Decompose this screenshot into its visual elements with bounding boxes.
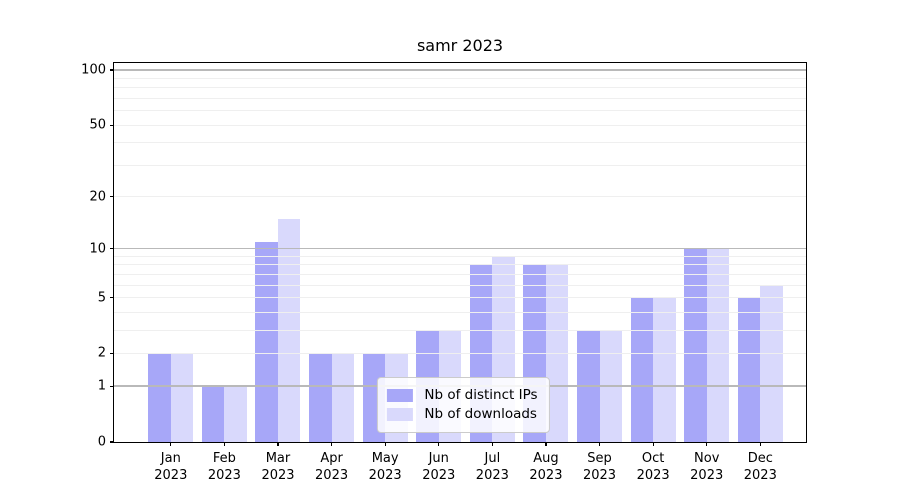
legend-entry-distinct-ips: Nb of distinct IPs bbox=[387, 387, 538, 403]
y-gridline bbox=[114, 97, 806, 99]
bar-distinct-ips bbox=[255, 241, 278, 442]
legend: Nb of distinct IPs Nb of downloads bbox=[377, 377, 550, 433]
x-tick-label: Nov 2023 bbox=[690, 451, 724, 483]
bar-downloads bbox=[224, 386, 247, 442]
y-tick-mark bbox=[110, 385, 114, 387]
x-tick-mark bbox=[759, 442, 761, 446]
x-tick-mark bbox=[384, 442, 386, 446]
y-gridline bbox=[114, 124, 806, 126]
legend-entry-downloads: Nb of downloads bbox=[387, 406, 537, 422]
x-tick-mark bbox=[277, 442, 279, 446]
bar-distinct-ips bbox=[201, 386, 225, 442]
bar-downloads bbox=[331, 353, 355, 442]
y-gridline bbox=[114, 196, 806, 198]
y-gridline bbox=[114, 352, 806, 354]
y-gridline bbox=[114, 273, 806, 275]
y-gridline bbox=[114, 110, 806, 112]
y-gridline bbox=[114, 142, 806, 144]
bar-distinct-ips bbox=[684, 248, 707, 442]
bar-distinct-ips bbox=[309, 353, 332, 442]
legend-swatch-downloads bbox=[387, 407, 414, 421]
x-tick-label: Feb 2023 bbox=[207, 451, 241, 483]
y-tick-mark bbox=[110, 297, 114, 299]
y-gridline bbox=[114, 329, 806, 331]
x-tick-label: Apr 2023 bbox=[315, 451, 349, 483]
legend-label-downloads: Nb of downloads bbox=[424, 406, 537, 422]
bar-downloads bbox=[760, 285, 783, 442]
bar-downloads bbox=[170, 353, 194, 442]
y-gridline bbox=[114, 284, 806, 286]
y-tick-label: 20 bbox=[89, 189, 106, 205]
y-gridline bbox=[114, 311, 806, 313]
y-tick-label: 10 bbox=[89, 241, 106, 257]
x-tick-mark bbox=[330, 442, 333, 446]
bar-downloads bbox=[706, 248, 730, 442]
x-tick-label: Jul 2023 bbox=[475, 451, 509, 483]
y-tick-label: 50 bbox=[89, 117, 106, 133]
legend-swatch-distinct-ips bbox=[387, 388, 414, 402]
x-tick-mark bbox=[706, 442, 708, 446]
y-tick-label: 1 bbox=[97, 378, 106, 394]
y-gridline bbox=[114, 264, 806, 266]
x-tick-label: Oct 2023 bbox=[636, 451, 670, 483]
y-gridline bbox=[114, 69, 806, 71]
x-tick-mark bbox=[545, 442, 547, 446]
y-tick-mark bbox=[110, 441, 114, 443]
y-tick-label: 0 bbox=[97, 434, 106, 450]
x-tick-mark bbox=[652, 442, 654, 446]
y-gridline bbox=[114, 87, 806, 89]
x-tick-label: Dec 2023 bbox=[743, 451, 777, 483]
x-tick-label: Sep 2023 bbox=[582, 451, 617, 483]
x-tick-label: Aug 2023 bbox=[529, 451, 563, 483]
y-tick-mark bbox=[110, 196, 114, 198]
x-tick-mark bbox=[598, 442, 601, 446]
bar-distinct-ips bbox=[737, 297, 761, 442]
x-tick-mark bbox=[491, 442, 493, 446]
x-tick-mark bbox=[223, 442, 225, 446]
y-tick-mark bbox=[110, 69, 114, 71]
y-gridline bbox=[114, 297, 806, 299]
x-tick-label: Mar 2023 bbox=[261, 451, 295, 483]
bar-distinct-ips bbox=[630, 297, 654, 442]
y-gridline bbox=[114, 248, 806, 250]
y-tick-mark bbox=[110, 248, 114, 250]
y-tick-mark bbox=[110, 124, 114, 126]
bar-distinct-ips bbox=[148, 353, 171, 442]
y-gridline bbox=[114, 77, 806, 79]
y-tick-label: 2 bbox=[97, 345, 106, 361]
chart-title: samr 2023 bbox=[416, 36, 504, 55]
legend-label-distinct-ips: Nb of distinct IPs bbox=[424, 387, 538, 403]
bar-downloads bbox=[653, 297, 676, 442]
x-tick-label: Jan 2023 bbox=[154, 451, 188, 483]
x-tick-label: May 2023 bbox=[368, 451, 402, 483]
y-tick-label: 5 bbox=[97, 290, 106, 306]
plot-area: Nb of distinct IPs Nb of downloads 0 1 2 5 1… bbox=[81, 62, 807, 483]
y-tick-label: 100 bbox=[81, 62, 106, 78]
x-tick-label: Jun 2023 bbox=[422, 451, 456, 483]
x-tick-mark bbox=[170, 442, 172, 446]
y-tick-mark bbox=[110, 352, 114, 355]
y-gridline bbox=[114, 255, 806, 257]
y-gridline bbox=[114, 164, 806, 166]
x-tick-mark bbox=[438, 442, 440, 446]
